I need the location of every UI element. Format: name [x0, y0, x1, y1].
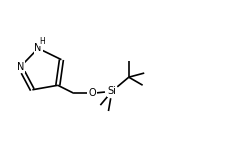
Text: N: N [35, 43, 42, 53]
Text: N: N [17, 62, 24, 72]
Text: Si: Si [108, 86, 116, 96]
Text: H: H [39, 37, 45, 46]
Text: O: O [88, 88, 96, 98]
